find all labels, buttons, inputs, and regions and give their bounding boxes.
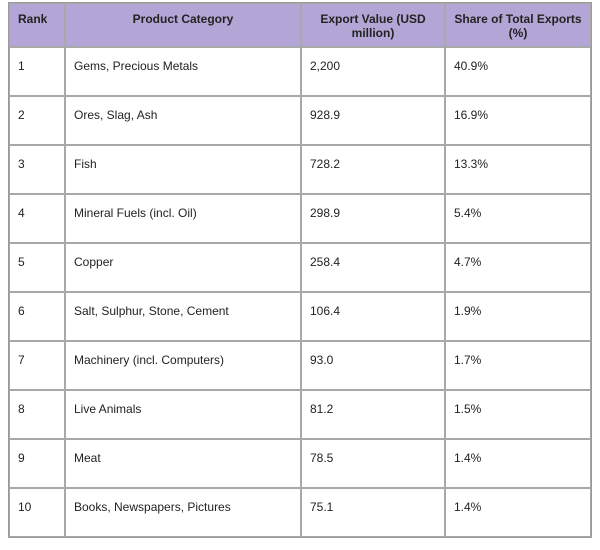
table-cell: 258.4 xyxy=(301,243,445,292)
table-row: 1 Gems, Precious Metals 2,200 40.9% xyxy=(9,47,591,96)
table-cell: 4 xyxy=(9,194,65,243)
table-row: 2 Ores, Slag, Ash 928.9 16.9% xyxy=(9,96,591,145)
table-cell: Books, Newspapers, Pictures xyxy=(65,488,301,537)
table-cell: 298.9 xyxy=(301,194,445,243)
table-cell: 10 xyxy=(9,488,65,537)
table-row: 7 Machinery (incl. Computers) 93.0 1.7% xyxy=(9,341,591,390)
table-cell: 81.2 xyxy=(301,390,445,439)
table-cell: 106.4 xyxy=(301,292,445,341)
table-row: 4 Mineral Fuels (incl. Oil) 298.9 5.4% xyxy=(9,194,591,243)
table-cell: 9 xyxy=(9,439,65,488)
table-cell: 16.9% xyxy=(445,96,591,145)
table-row: 6 Salt, Sulphur, Stone, Cement 106.4 1.9% xyxy=(9,292,591,341)
header-row: Rank Product Category Export Value (USD mi… xyxy=(9,3,591,47)
table-row: 10 Books, Newspapers, Pictures 75.1 1.4% xyxy=(9,488,591,537)
table-cell: 1.5% xyxy=(445,390,591,439)
header-cell: Product Category xyxy=(65,3,301,47)
table-cell: 13.3% xyxy=(445,145,591,194)
table-cell: 1.7% xyxy=(445,341,591,390)
header-cell: Export Value (USD million) xyxy=(301,3,445,47)
table-cell: Meat xyxy=(65,439,301,488)
table-cell: Salt, Sulphur, Stone, Cement xyxy=(65,292,301,341)
table-row: 5 Copper 258.4 4.7% xyxy=(9,243,591,292)
table-cell: 728.2 xyxy=(301,145,445,194)
table-cell: 1.4% xyxy=(445,488,591,537)
table-cell: Live Animals xyxy=(65,390,301,439)
table-cell: 75.1 xyxy=(301,488,445,537)
table-cell: 2,200 xyxy=(301,47,445,96)
table-cell: Fish xyxy=(65,145,301,194)
table-cell: 4.7% xyxy=(445,243,591,292)
table-cell: 7 xyxy=(9,341,65,390)
header-cell: Share of Total Exports (%) xyxy=(445,3,591,47)
table-body: 1 Gems, Precious Metals 2,200 40.9% 2 Ores, S… xyxy=(9,47,591,537)
table-cell: 1.9% xyxy=(445,292,591,341)
table-cell: 1.4% xyxy=(445,439,591,488)
table-cell: 93.0 xyxy=(301,341,445,390)
export-table: Rank Product Category Export Value (USD mi… xyxy=(8,2,592,538)
table-row: 9 Meat 78.5 1.4% xyxy=(9,439,591,488)
table-cell: Mineral Fuels (incl. Oil) xyxy=(65,194,301,243)
table-row: 8 Live Animals 81.2 1.5% xyxy=(9,390,591,439)
table-cell: Copper xyxy=(65,243,301,292)
table-cell: Machinery (incl. Computers) xyxy=(65,341,301,390)
table-cell: 1 xyxy=(9,47,65,96)
table-cell: 2 xyxy=(9,96,65,145)
table-cell: 5.4% xyxy=(445,194,591,243)
table-cell: 78.5 xyxy=(301,439,445,488)
table-cell: Gems, Precious Metals xyxy=(65,47,301,96)
table-cell: 3 xyxy=(9,145,65,194)
table-cell: 8 xyxy=(9,390,65,439)
table-cell: 928.9 xyxy=(301,96,445,145)
table-cell: 6 xyxy=(9,292,65,341)
header-cell: Rank xyxy=(9,3,65,47)
table-row: 3 Fish 728.2 13.3% xyxy=(9,145,591,194)
table-cell: 40.9% xyxy=(445,47,591,96)
table-cell: Ores, Slag, Ash xyxy=(65,96,301,145)
table-cell: 5 xyxy=(9,243,65,292)
